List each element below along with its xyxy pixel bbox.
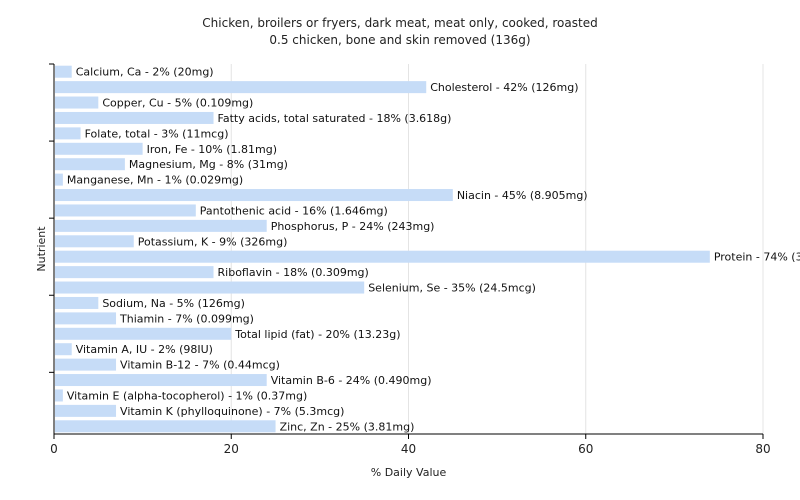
bar: [55, 127, 81, 140]
bar: [55, 343, 72, 356]
bar-label: Fatty acids, total saturated - 18% (3.61…: [218, 112, 452, 125]
bar: [55, 250, 710, 263]
bar: [55, 204, 196, 217]
bar: [55, 235, 134, 248]
bar-label: Folate, total - 3% (11mcg): [85, 127, 229, 140]
bar: [55, 111, 214, 124]
bar-label: Vitamin A, IU - 2% (98IU): [76, 343, 213, 356]
bar-label: Vitamin B-6 - 24% (0.490mg): [271, 374, 432, 387]
chart-title: Chicken, broilers or fryers, dark meat, …: [202, 16, 598, 30]
bar-label: Pantothenic acid - 16% (1.646mg): [200, 204, 388, 217]
bar-label: Cholesterol - 42% (126mg): [430, 81, 578, 94]
bar-label: Selenium, Se - 35% (24.5mcg): [368, 282, 536, 295]
x-tick-label: 20: [224, 442, 239, 456]
bar-label: Vitamin B-12 - 7% (0.44mcg): [120, 359, 280, 372]
x-tick-label: 40: [401, 442, 416, 456]
bar-label: Vitamin K (phylloquinone) - 7% (5.3mcg): [120, 405, 344, 418]
bar: [55, 65, 72, 78]
bar: [55, 296, 99, 309]
bar: [55, 219, 267, 232]
bar-label: Sodium, Na - 5% (126mg): [102, 297, 245, 310]
x-axis-label: % Daily Value: [371, 466, 447, 479]
bar-label: Magnesium, Mg - 8% (31mg): [129, 158, 288, 171]
chart-subtitle: 0.5 chicken, bone and skin removed (136g…: [269, 33, 531, 47]
bar: [55, 158, 125, 171]
bar-label: Protein - 74% (37.22g): [714, 251, 800, 264]
bar-label: Zinc, Zn - 25% (3.81mg): [280, 420, 415, 433]
bar: [55, 189, 453, 202]
bar: [55, 266, 214, 279]
bar: [55, 81, 427, 94]
bar-label: Total lipid (fat) - 20% (13.23g): [234, 328, 400, 341]
x-tick-label: 0: [50, 442, 58, 456]
bar: [55, 358, 117, 371]
bar-label: Calcium, Ca - 2% (20mg): [76, 66, 214, 79]
bar-label: Iron, Fe - 10% (1.81mg): [147, 143, 277, 156]
bar-label: Phosphorus, P - 24% (243mg): [271, 220, 435, 233]
bar: [55, 312, 117, 325]
bar: [55, 420, 276, 433]
x-tick-label: 80: [755, 442, 770, 456]
bar: [55, 173, 63, 186]
x-tick-label: 60: [578, 442, 593, 456]
bar: [55, 327, 232, 340]
bar: [55, 389, 63, 402]
bar-label: Thiamin - 7% (0.099mg): [119, 312, 254, 325]
bar-label: Copper, Cu - 5% (0.109mg): [102, 97, 253, 110]
y-axis-label: Nutrient: [35, 226, 48, 272]
bar: [55, 374, 267, 387]
bar: [55, 96, 99, 109]
bar-label: Manganese, Mn - 1% (0.029mg): [67, 174, 243, 187]
bar-label: Niacin - 45% (8.905mg): [457, 189, 588, 202]
bar-label: Vitamin E (alpha-tocopherol) - 1% (0.37m…: [67, 389, 307, 402]
bar-label: Potassium, K - 9% (326mg): [138, 235, 288, 248]
bar: [55, 281, 365, 294]
bar: [55, 142, 143, 155]
bar: [55, 404, 117, 417]
bar-label: Riboflavin - 18% (0.309mg): [218, 266, 369, 279]
